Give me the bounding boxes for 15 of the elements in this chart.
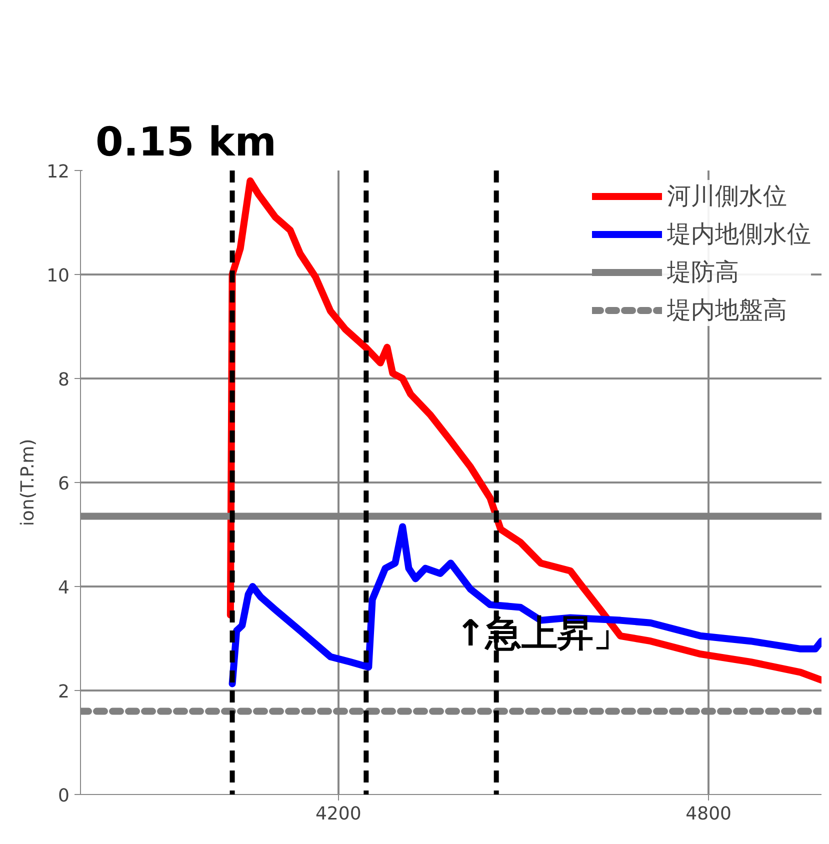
y-tick-label: 0 — [58, 786, 70, 806]
chart-title: 0.15 km — [96, 120, 276, 166]
legend-label: 堤防高 — [667, 257, 739, 288]
legend-label: 堤内地側水位 — [667, 219, 811, 250]
x-tick-label: 4200 — [315, 804, 362, 824]
y-tick-label: 12 — [46, 162, 70, 182]
y-tick-label: 10 — [46, 266, 70, 286]
y-tick-label: 4 — [58, 578, 70, 598]
y-tick-label: 8 — [58, 370, 70, 390]
x-tick-label: 4800 — [686, 804, 732, 824]
legend-label: 河川側水位 — [667, 181, 787, 212]
legend-label: 堤内地盤高 — [667, 295, 787, 326]
y-tick-label: 2 — [58, 682, 70, 702]
y-tick-label: 6 — [58, 474, 70, 494]
y-axis-title: ion(T.P.m) — [18, 438, 39, 526]
